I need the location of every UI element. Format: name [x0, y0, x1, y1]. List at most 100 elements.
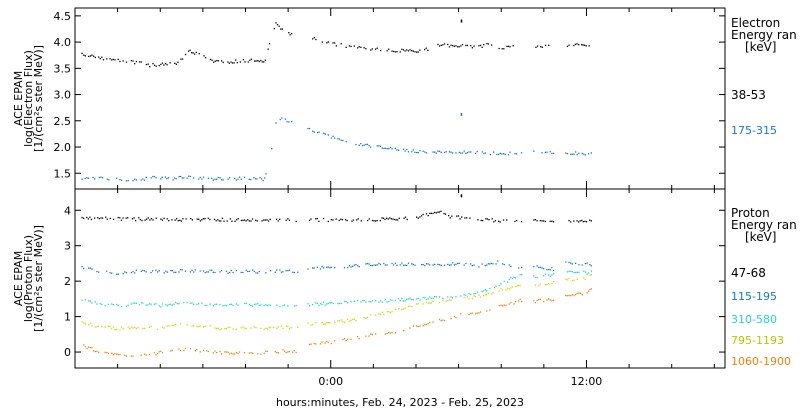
data-point [452, 45, 454, 47]
data-point [143, 179, 146, 181]
proton-legend-entry-1060-1900: 1060-1900 [731, 355, 791, 368]
data-point [265, 272, 267, 274]
data-point [308, 127, 311, 130]
data-point [432, 151, 434, 153]
data-point [104, 351, 106, 353]
data-point [86, 216, 88, 219]
data-point [220, 328, 223, 330]
data-point [89, 346, 91, 349]
data-point [275, 122, 277, 124]
data-point [458, 262, 460, 264]
data-point [368, 300, 370, 303]
data-point [402, 329, 405, 332]
data-point [438, 45, 441, 47]
data-point [170, 350, 172, 352]
data-point [507, 45, 510, 47]
data-point [290, 327, 292, 329]
data-point [313, 342, 315, 345]
data-point [189, 302, 192, 304]
data-point [181, 269, 183, 271]
data-point [243, 219, 246, 221]
data-point [386, 311, 388, 313]
data-point [347, 302, 349, 304]
data-point [256, 178, 258, 180]
data-point [357, 300, 359, 302]
data-point [338, 219, 340, 222]
data-point [414, 264, 416, 266]
data-point [171, 219, 173, 221]
data-point [375, 314, 377, 316]
data-point [343, 300, 346, 303]
data-point [109, 272, 111, 274]
data-point [321, 303, 323, 306]
data-point [571, 294, 573, 296]
data-point [189, 49, 191, 51]
data-point [100, 217, 102, 219]
data-point [133, 217, 135, 219]
data-point [388, 300, 390, 303]
y-tick-label: 2 [64, 275, 71, 288]
data-point [404, 50, 406, 52]
data-point [590, 220, 593, 222]
data-point [288, 269, 291, 271]
data-point [460, 45, 462, 47]
data-point [166, 271, 169, 273]
data-point [478, 266, 480, 268]
data-point [483, 152, 485, 155]
data-point [237, 304, 239, 306]
data-point [93, 55, 95, 57]
data-point [153, 64, 156, 66]
data-point [132, 271, 134, 273]
data-point [264, 219, 266, 221]
data-point [217, 327, 219, 329]
data-point [425, 298, 428, 301]
data-point [148, 353, 151, 356]
data-point [163, 327, 165, 329]
data-point [477, 219, 479, 221]
data-point [442, 299, 444, 301]
data-point [581, 294, 583, 296]
data-point [351, 220, 353, 222]
data-point [134, 302, 136, 304]
data-point [352, 318, 354, 320]
data-point [512, 45, 514, 47]
data-point [586, 273, 588, 275]
data-point [321, 341, 323, 343]
data-point [509, 46, 511, 48]
data-point [229, 218, 231, 220]
data-point [277, 220, 279, 222]
data-point [513, 303, 515, 305]
data-point [250, 327, 252, 329]
data-point [116, 273, 118, 275]
data-point [450, 44, 452, 46]
data-point [483, 295, 485, 297]
data-point [243, 352, 246, 354]
data-point [543, 268, 545, 270]
data-point [183, 349, 185, 352]
data-point [160, 178, 162, 180]
data-point [379, 313, 382, 315]
data-point [132, 327, 134, 329]
data-point [514, 277, 517, 279]
data-point [484, 265, 486, 267]
data-point [132, 355, 134, 357]
electron-legend-title-2: Energy ran [731, 28, 797, 42]
data-point [179, 269, 182, 271]
data-point [419, 299, 421, 301]
data-point [386, 301, 388, 303]
data-point [461, 152, 464, 154]
data-point [255, 60, 257, 62]
data-point [412, 325, 414, 327]
data-point [589, 289, 591, 291]
data-point [106, 270, 108, 272]
data-point [257, 272, 259, 274]
data-point [178, 271, 180, 273]
data-point [168, 220, 170, 222]
data-point [199, 270, 201, 272]
data-point [332, 302, 334, 305]
data-point [378, 262, 380, 265]
data-point [516, 285, 518, 287]
data-point [491, 218, 493, 220]
data-point [243, 176, 246, 178]
data-point [297, 271, 299, 273]
